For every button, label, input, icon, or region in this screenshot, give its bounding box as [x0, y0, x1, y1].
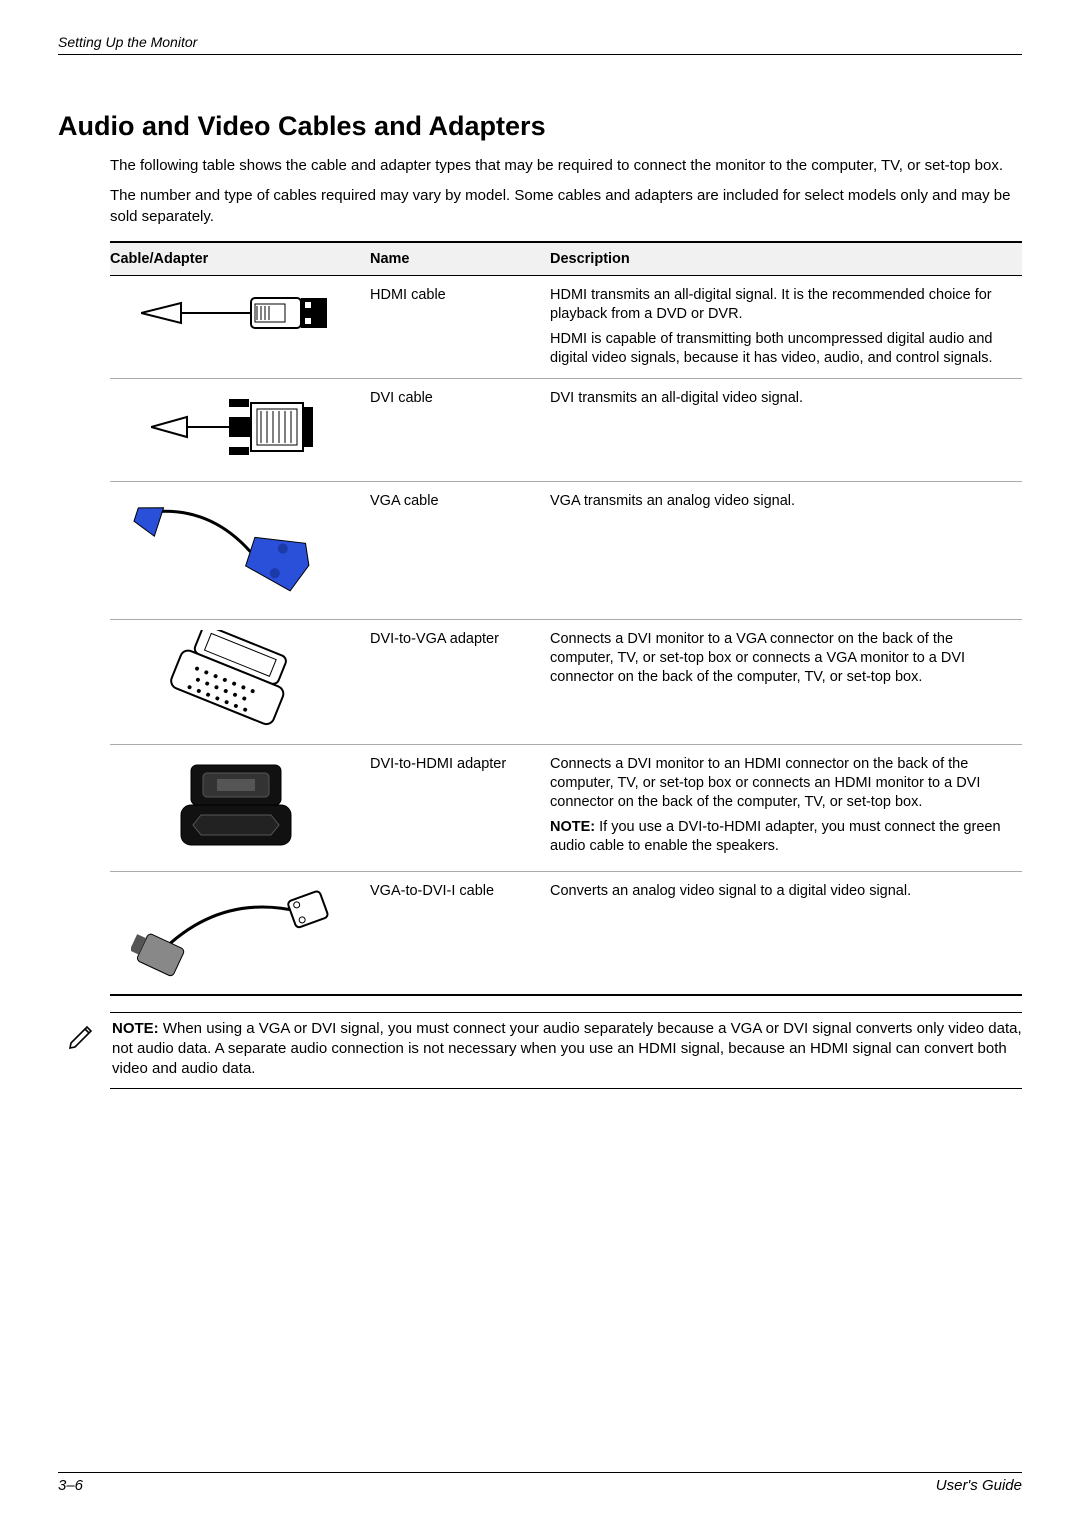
cable-name: VGA-to-DVI-I cable: [370, 871, 550, 995]
cable-note: NOTE: If you use a DVI-to-HDMI adapter, …: [550, 818, 1014, 856]
dvi-cable-illustration: [151, 389, 321, 471]
table-row: DVI-to-VGA adapter Connects a DVI monito…: [110, 619, 1022, 744]
intro-p1: The following table shows the cable and …: [110, 156, 1022, 176]
table-row: DVI-to-HDMI adapter Connects a DVI monit…: [110, 744, 1022, 871]
cable-name: VGA cable: [370, 482, 550, 619]
table-row: HDMI cable HDMI transmits an all-digital…: [110, 275, 1022, 379]
cable-desc: HDMI is capable of transmitting both unc…: [550, 330, 1014, 368]
intro-p2: The number and type of cables required m…: [110, 186, 1022, 227]
vga-cable-illustration: [131, 492, 341, 608]
cable-desc: Connects a DVI monitor to a VGA connecto…: [550, 630, 1014, 687]
page-heading: Audio and Video Cables and Adapters: [58, 111, 1022, 142]
hdmi-cable-illustration: [141, 286, 331, 346]
cable-desc: HDMI transmits an all-digital signal. It…: [550, 286, 1014, 324]
cables-table: Cable/Adapter Name Description: [110, 241, 1022, 996]
footnote-text: NOTE: When using a VGA or DVI signal, yo…: [112, 1019, 1022, 1080]
dvi-to-hdmi-adapter-illustration: [161, 755, 311, 861]
dvi-to-vga-adapter-illustration: [156, 630, 316, 734]
page-number: 3–6: [58, 1477, 83, 1494]
intro-text: The following table shows the cable and …: [110, 156, 1022, 227]
cable-name: HDMI cable: [370, 275, 550, 379]
footnote: NOTE: When using a VGA or DVI signal, yo…: [110, 1012, 1022, 1089]
table-row: DVI cable DVI transmits an all-digital v…: [110, 379, 1022, 482]
col-header-cable: Cable/Adapter: [110, 242, 370, 276]
cable-desc: Connects a DVI monitor to an HDMI connec…: [550, 755, 1014, 812]
cable-desc: DVI transmits an all-digital video signa…: [550, 389, 1014, 408]
guide-label: User's Guide: [936, 1477, 1022, 1494]
col-header-desc: Description: [550, 242, 1022, 276]
table-row: VGA cable VGA transmits an analog video …: [110, 482, 1022, 619]
cable-desc: Converts an analog video signal to a dig…: [550, 882, 1014, 901]
col-header-name: Name: [370, 242, 550, 276]
cable-desc: VGA transmits an analog video signal.: [550, 492, 1014, 511]
running-header: Setting Up the Monitor: [58, 34, 1022, 55]
pencil-note-icon: [66, 1019, 98, 1080]
cable-name: DVI-to-VGA adapter: [370, 619, 550, 744]
page-footer: 3–6 User's Guide: [58, 1472, 1022, 1494]
cable-name: DVI-to-HDMI adapter: [370, 744, 550, 871]
table-header-row: Cable/Adapter Name Description: [110, 242, 1022, 276]
table-row: VGA-to-DVI-I cable Converts an analog vi…: [110, 871, 1022, 995]
cable-name: DVI cable: [370, 379, 550, 482]
vga-to-dvi-i-cable-illustration: [131, 882, 341, 984]
